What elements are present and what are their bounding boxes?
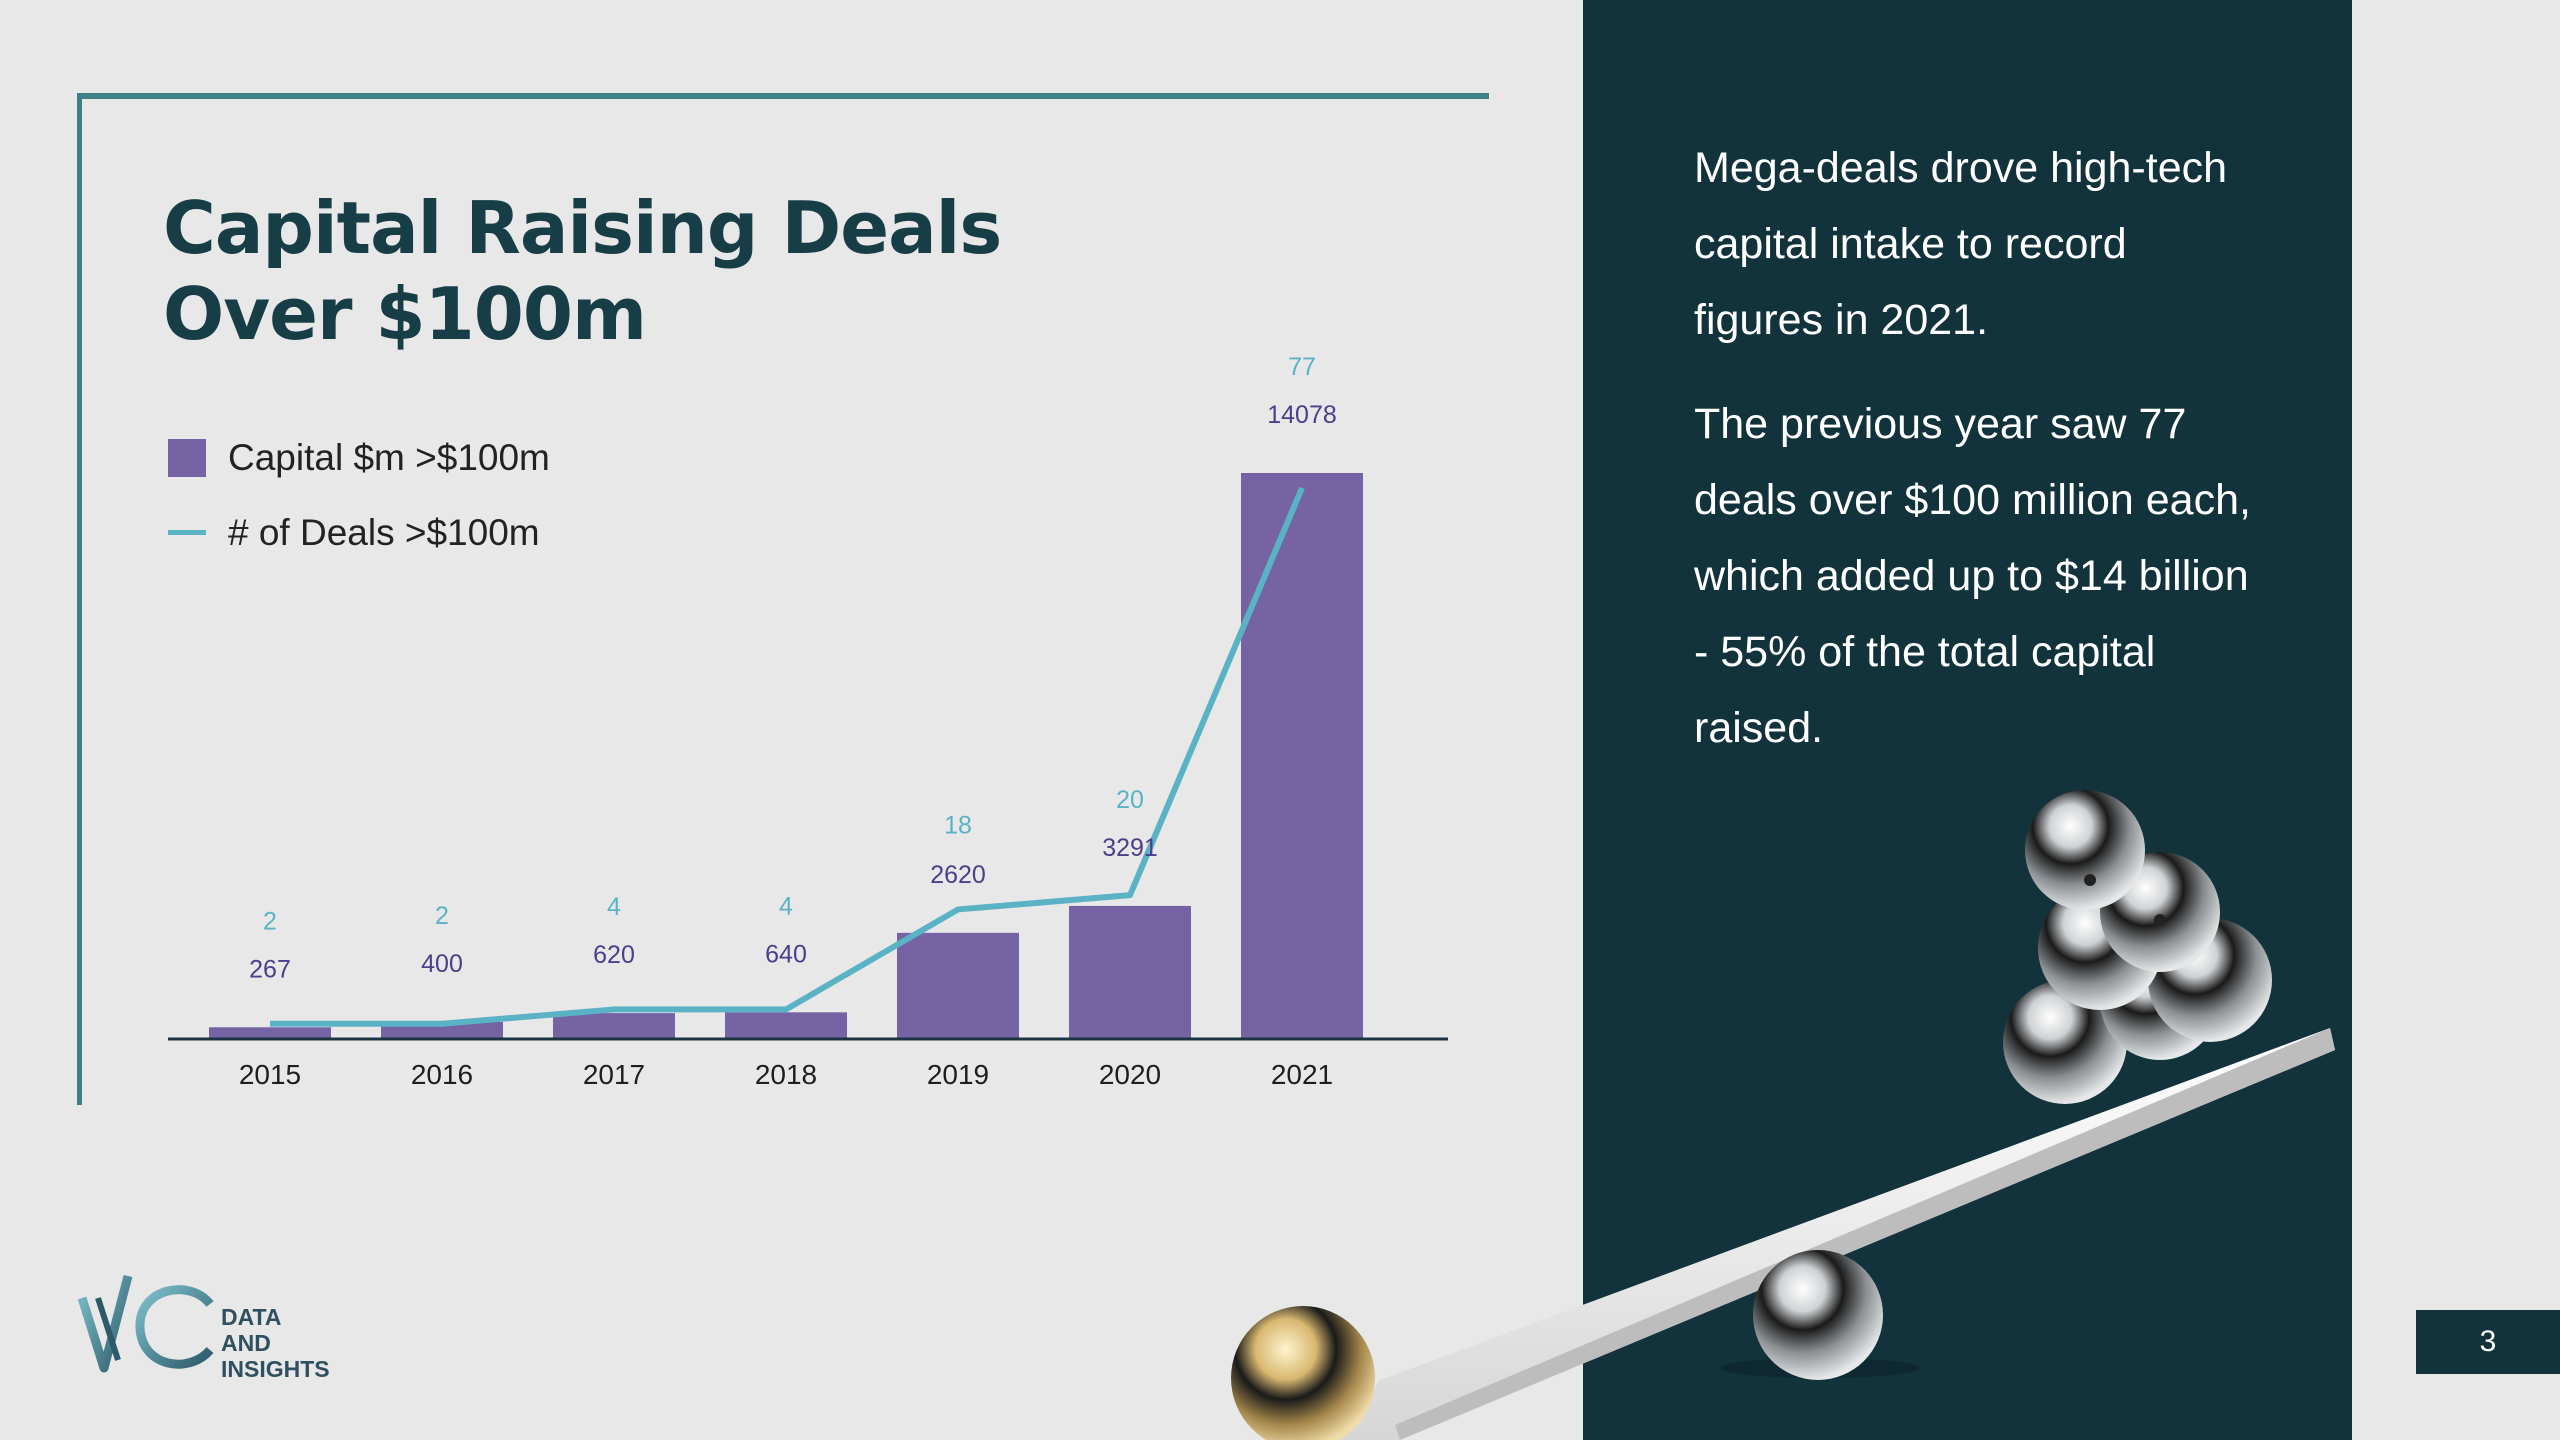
bar-2020	[1069, 905, 1191, 1038]
legend-item-capital: Capital $m >$100m	[168, 420, 550, 495]
bar-2018	[725, 1012, 847, 1038]
legend-line-swatch	[168, 530, 206, 535]
bar-2021	[1241, 473, 1363, 1038]
commentary-text: Mega-deals drove high-tech capital intak…	[1694, 130, 2254, 794]
company-logo: DATA AND INSIGHTS	[77, 1270, 348, 1382]
line-value-label: 2	[435, 902, 449, 930]
x-tick-label: 2016	[411, 1059, 473, 1090]
bar-value-label: 2620	[930, 861, 986, 889]
line-value-label: 18	[944, 811, 972, 839]
fulcrum-sphere	[1753, 1250, 1883, 1380]
chart-legend: Capital $m >$100m # of Deals >$100m	[168, 420, 550, 570]
deals-line	[270, 486, 1305, 1027]
commentary-paragraph-1: Mega-deals drove high-tech capital intak…	[1694, 144, 2228, 344]
bar-value-label: 640	[765, 940, 807, 968]
legend-item-deals: # of Deals >$100m	[168, 495, 550, 570]
capital-deals-chart: 267 2 2015 400 2 2016 620 4 2017 640 4 2018 2620 18 20…	[168, 353, 1448, 1090]
title-line-2: Over $100m	[163, 272, 647, 356]
vc-logo-mark	[77, 1274, 214, 1373]
bar-value-label: 267	[249, 955, 291, 983]
line-value-label: 4	[779, 892, 793, 920]
legend-deals-label: # of Deals >$100m	[228, 511, 540, 553]
bar-2017	[553, 1013, 675, 1038]
frame-top-rule	[77, 93, 1489, 99]
x-tick-label: 2019	[927, 1059, 989, 1090]
line-value-label: 20	[1116, 786, 1144, 814]
slide-title: Capital Raising Deals Over $100m	[163, 185, 1002, 357]
x-tick-label: 2015	[239, 1059, 301, 1090]
title-line-1: Capital Raising Deals	[163, 186, 1002, 270]
legend-bar-swatch	[168, 438, 206, 477]
logo-line-2: AND	[221, 1330, 271, 1356]
x-tick-label: 2021	[1271, 1059, 1333, 1090]
balance-spheres-illustration	[1231, 790, 2335, 1440]
x-tick-label: 2020	[1099, 1059, 1161, 1090]
plank-shape	[1340, 1028, 2335, 1440]
line-value-label: 77	[1288, 353, 1316, 381]
bar-value-label: 620	[593, 941, 635, 969]
bar-value-label: 14078	[1267, 401, 1337, 429]
logo-wordmark: DATA AND INSIGHTS	[221, 1304, 330, 1382]
line-value-label: 4	[607, 893, 621, 921]
bar-value-label: 400	[421, 950, 463, 978]
bar-2019	[897, 932, 1019, 1038]
commentary-paragraph-2: The previous year saw 77 deals over $100…	[1694, 400, 2251, 752]
line-value-label: 2	[263, 907, 277, 935]
page-number: 3	[2416, 1310, 2560, 1374]
gold-sphere	[1231, 1306, 1375, 1440]
logo-line-1: DATA	[221, 1304, 282, 1330]
legend-capital-label: Capital $m >$100m	[228, 436, 550, 478]
logo-line-3: INSIGHTS	[221, 1356, 330, 1382]
bar-value-label: 3291	[1102, 834, 1158, 862]
bar-2015	[209, 1027, 331, 1038]
x-tick-label: 2017	[583, 1059, 645, 1090]
x-tick-label: 2018	[755, 1059, 817, 1090]
frame-left-rule	[77, 93, 82, 1105]
